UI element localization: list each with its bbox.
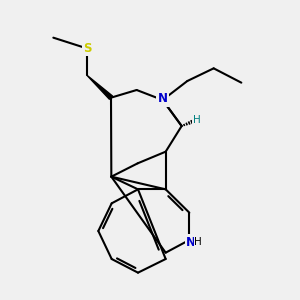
Text: N: N <box>186 236 196 248</box>
Text: H: H <box>193 115 200 125</box>
Text: H: H <box>194 237 202 247</box>
Text: N: N <box>158 92 168 106</box>
Text: S: S <box>83 42 92 55</box>
Polygon shape <box>87 75 112 99</box>
